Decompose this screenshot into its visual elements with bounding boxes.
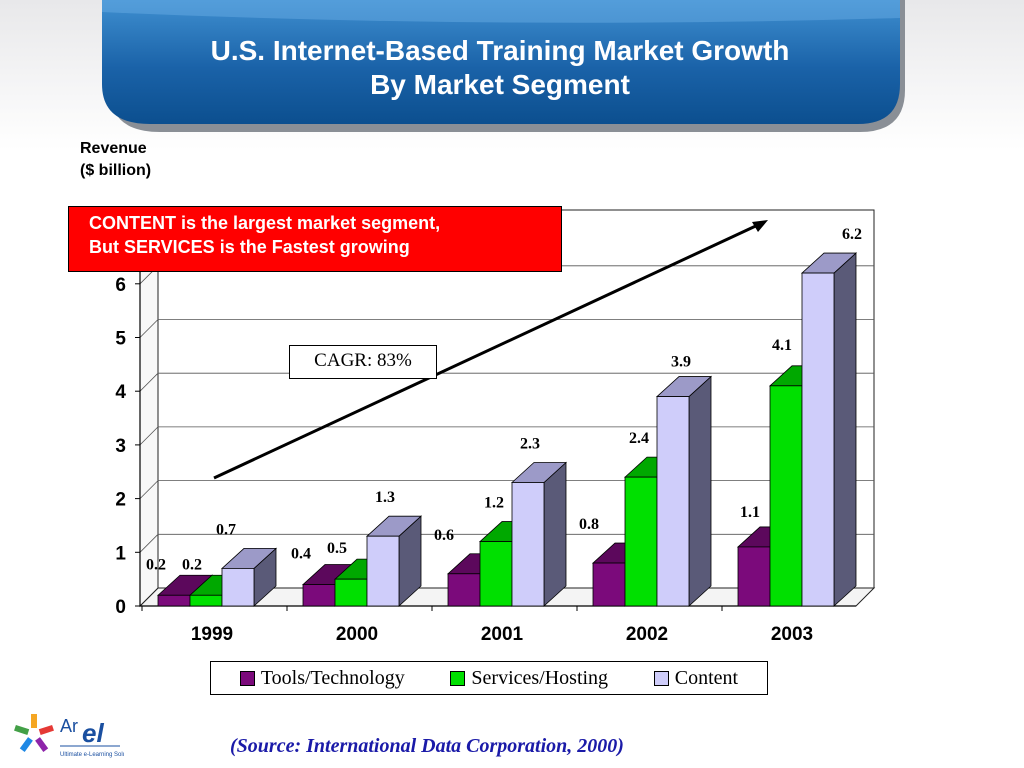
legend-swatch-services [450,670,466,686]
data-label-services-2001: 1.2 [484,495,504,512]
legend-item-content: Content [653,666,739,690]
legend-label-content: Content [674,666,739,689]
data-label-content-2002: 3.9 [671,354,691,371]
y-axis-label: Revenue ($ billion) [80,138,151,182]
growth-arrow [213,220,768,480]
y-tick-label-2: 2 [115,490,126,511]
title-banner [0,0,1024,150]
data-label-services-1999: 0.2 [182,556,202,573]
gridline-5 [139,319,874,338]
source-citation: (Source: International Data Corporation,… [230,735,624,757]
bar-content-2001 [510,461,568,607]
data-label-content-2003: 6.2 [842,226,862,243]
legend-item-services: Services/Hosting [450,667,608,690]
data-label-services-2000: 0.5 [327,540,347,557]
arel-logo: Ar el Ultimate e-Learning Solutions [14,714,124,758]
title-line-1: U.S. Internet-Based Training Market Grow… [210,35,790,66]
legend-swatch-tools [239,670,255,686]
y-tick-label-0: 0 [115,597,126,618]
x-tick-label-1999: 1999 [191,624,233,645]
gridline-3 [139,426,874,446]
legend-label-services: Services/Hosting [471,666,609,689]
callout-line-1: CONTENT is the largest market segment, [89,213,441,233]
legend-item-tools: Tools/Technology [239,666,405,690]
callout-line-2: But SERVICES is the Fastest growing [89,237,410,257]
x-tick-label-2001: 2001 [481,624,524,645]
y-tick-label-3: 3 [115,436,126,457]
data-label-tools-1999: 0.2 [146,556,166,573]
y-tick-label-1: 1 [115,543,126,564]
data-label-content-1999: 0.7 [216,521,236,538]
legend-label-tools: Tools/Technology [260,666,405,689]
chart-axes: 0 1 2 3 4 5 6 1999 2000 2001 2002 2003 [115,228,856,645]
y-tick-label-4: 4 [115,382,126,403]
data-label-tools-2002: 0.8 [579,516,599,533]
legend-swatch-content [653,670,669,686]
data-label-services-2002: 2.4 [629,430,649,447]
y-tick-label-5: 5 [115,329,126,350]
data-label-tools-2003: 1.1 [740,504,760,521]
bar-content-2003 [800,252,858,607]
data-label-content-2000: 1.3 [375,489,395,506]
chart-legend: Tools/Technology Services/Hosting Conten… [210,661,768,695]
data-label-services-2003: 4.1 [772,337,792,354]
svg-text:Ultimate e-Learning Solutions: Ultimate e-Learning Solutions [60,752,124,758]
svg-text:Ar: Ar [60,716,78,736]
x-tick-label-2000: 2000 [336,624,378,645]
bar-content-2002 [655,375,713,607]
x-tick-label-2003: 2003 [771,624,813,645]
chart-labels: 0.2 0.2 0.7 0.4 0.5 1.3 0.6 1.2 2.3 0.8 2.4 3.9 1.1 4… [146,226,862,573]
data-label-tools-2000: 0.4 [291,546,311,563]
data-label-tools-2001: 0.6 [434,527,454,544]
chart-bars [156,252,858,607]
slide-title: U.S. Internet-Based Training Market Grow… [100,34,900,102]
y-axis-label-line-2: ($ billion) [80,162,152,179]
y-axis-label-line-1: Revenue [80,140,147,157]
cagr-annotation: CAGR: 83% [289,345,437,379]
bar-content-1999 [220,547,278,607]
title-line-2: By Market Segment [370,69,630,100]
data-label-content-2001: 2.3 [520,435,540,452]
callout-box: CONTENT is the largest market segment, B… [68,206,562,272]
gridline-4 [139,372,874,392]
x-tick-label-2002: 2002 [626,624,668,645]
bar-content-2000 [365,515,423,607]
svg-text:el: el [82,718,104,748]
y-tick-label-6: 6 [115,275,126,296]
